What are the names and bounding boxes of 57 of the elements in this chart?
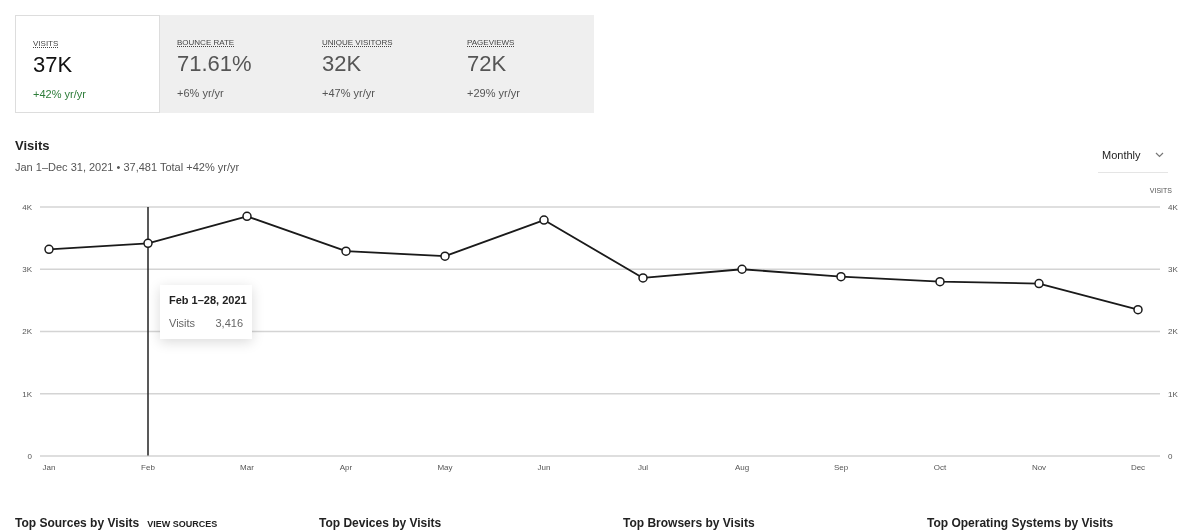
- x-tick-label: Aug: [734, 462, 750, 472]
- annotation: 3,416: [215, 317, 243, 329]
- point: [1034, 278, 1044, 289]
- y-tick-label: 4K: [22, 202, 33, 212]
- x-tick-label: Jun: [537, 462, 551, 472]
- y2-tick-label: 4K: [1168, 202, 1179, 212]
- x-tick-label: Mar: [240, 462, 255, 472]
- y2-tick-label: 1K: [1168, 389, 1179, 399]
- point: [143, 238, 153, 249]
- text: VISITS: [33, 39, 59, 48]
- y-tick-label: 2K: [22, 327, 33, 337]
- annotation: Feb 1–28, 2021: [169, 294, 247, 306]
- y-tick-label: 1K: [22, 389, 33, 399]
- text: +6% yr/yr: [177, 87, 225, 99]
- text: Monthly: [1102, 149, 1141, 161]
- text: VIEW SOURCES: [147, 519, 218, 529]
- y2-tick-label: 0: [1168, 451, 1173, 461]
- text: Top Operating Systems by Visits: [927, 516, 1114, 530]
- point: [341, 246, 351, 256]
- y-tick-label: 3K: [22, 265, 33, 275]
- annotation: Visits: [169, 317, 196, 329]
- text: 72K: [467, 51, 508, 77]
- point: [440, 251, 450, 261]
- chart-title: Visits: [15, 138, 50, 153]
- text: Top Sources by Visits: [15, 516, 140, 530]
- text: UNIQUE VISITORS: [322, 38, 393, 47]
- x-tick-label: Sep: [833, 462, 849, 472]
- point: [242, 211, 252, 222]
- point: [935, 276, 945, 287]
- x-tick-label: Apr: [339, 462, 353, 472]
- x-tick-label: Jan: [42, 462, 56, 472]
- text: +29% yr/yr: [467, 87, 521, 99]
- x-tick-label: Nov: [1031, 462, 1047, 472]
- point: [836, 271, 846, 282]
- x-tick-label: Oct: [933, 462, 947, 472]
- text: +47% yr/yr: [322, 87, 376, 99]
- text: 71.61%: [177, 51, 253, 77]
- point: [638, 273, 648, 283]
- x-tick-label: Dec: [1130, 462, 1146, 472]
- x-tick-label: Feb: [141, 462, 156, 472]
- point: [44, 244, 54, 255]
- text: 32K: [322, 51, 363, 77]
- point: [737, 264, 747, 274]
- point: [539, 215, 549, 225]
- y2-tick-label: 3K: [1168, 265, 1179, 275]
- text: 37K: [33, 52, 74, 78]
- chart-subtitle: Jan 1–Dec 31, 2021 • 37,481 Total +42% yr/yr: [15, 161, 240, 173]
- text: Top Devices by Visits: [319, 516, 442, 530]
- x-tick-label: May: [437, 462, 453, 472]
- text: PAGEVIEWS: [467, 38, 515, 47]
- y2-tick-label: 2K: [1168, 327, 1179, 337]
- text: BOUNCE RATE: [177, 38, 235, 47]
- y-tick-label: 0: [27, 451, 33, 461]
- x-tick-label: Jul: [637, 462, 649, 472]
- point: [1133, 304, 1143, 315]
- text: +42% yr/yr: [33, 88, 87, 100]
- text: Top Browsers by Visits: [623, 516, 755, 530]
